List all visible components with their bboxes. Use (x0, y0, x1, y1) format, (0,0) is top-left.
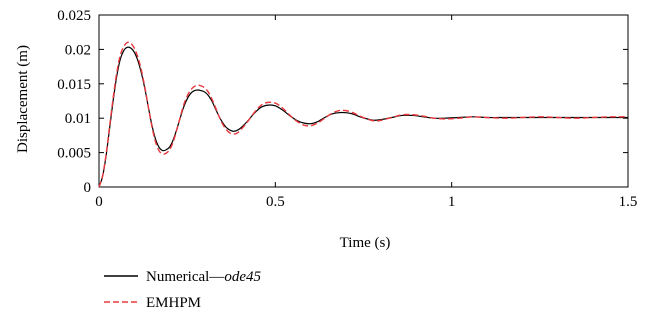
legend-label: EMHPM (146, 295, 201, 311)
x-tick-label: 1.5 (619, 194, 638, 210)
x-tick-label: 0.5 (266, 194, 285, 210)
legend-label-name: EMHPM (146, 295, 201, 311)
legend-label: Numerical—ode45 (146, 269, 261, 285)
y-tick-label: 0.01 (65, 111, 91, 127)
plot-frame (98, 14, 629, 188)
x-tick-label: 0 (95, 194, 103, 210)
y-tick-label: 0.005 (57, 146, 91, 162)
y-tick-label: 0.025 (57, 8, 91, 24)
plot-border (98, 14, 629, 188)
y-tick-label: 0 (84, 180, 92, 196)
y-axis-title: Displacement (m) (15, 45, 31, 153)
legend-label-name: Numerical— (146, 269, 225, 285)
y-tick-label: 0.02 (65, 42, 91, 58)
y-tick-label: 0.015 (57, 77, 91, 93)
y-axis-ticks: 0 0.005 0.01 0.015 0.02 0.025 (57, 8, 628, 196)
legend-entry-numerical-ode45: Numerical—ode45 (104, 269, 261, 285)
series-layer (98, 41, 629, 188)
legend-entry-emhpm: EMHPM (104, 295, 201, 311)
x-tick-label: 1 (448, 194, 456, 210)
legend-label-suffix: ode45 (224, 269, 261, 285)
x-axis-title: Time (s) (340, 235, 391, 251)
legend: Numerical—ode45 EMHPM (104, 269, 261, 311)
x-axis-ticks: 0 0.5 1 1.5 (95, 15, 637, 210)
emhpm-series-line (98, 41, 629, 188)
